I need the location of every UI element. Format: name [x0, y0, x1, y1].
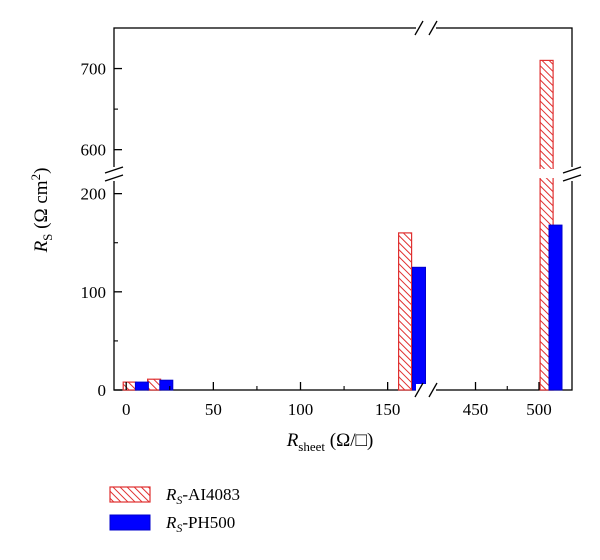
legend-1-symbol: R [165, 485, 177, 504]
bar-series-1-2 [398, 232, 413, 391]
x-title-unit: (Ω/□) [325, 430, 373, 451]
x-tick-label-4: 450 [463, 400, 489, 419]
y-title-superscript: 2 [28, 174, 43, 181]
y-break-right-slash-1 [562, 166, 582, 174]
x-break-bottom-slash-2 [428, 382, 438, 398]
y-title-symbol: R [31, 240, 52, 253]
y-axis-title: RS (Ω cm2) [28, 168, 55, 254]
x-axis-title: Rsheet (Ω/□) [286, 430, 374, 454]
y-break-left [104, 166, 124, 182]
legend: RS-AI4083 RS-PH500 [109, 485, 240, 535]
x-tick-label-1: 50 [205, 400, 222, 419]
x-break-bottom-slash-1 [414, 382, 424, 398]
x-tick-label-3: 150 [375, 400, 401, 419]
legend-2-symbol: R [165, 513, 177, 532]
bar-series-1-0 [122, 381, 137, 391]
y-tick-label-3: 600 [81, 141, 107, 160]
y-title-close: ) [31, 168, 52, 174]
y-tick-label-2: 200 [81, 185, 107, 204]
bars-layer [115, 59, 571, 391]
legend-2-suffix: -PH500 [182, 513, 235, 532]
plot-frame [113, 27, 573, 391]
y-break-right [562, 166, 582, 182]
x-tick-label-2: 100 [288, 400, 314, 419]
bar-series-1-1 [147, 378, 162, 391]
legend-1-subscript: S [176, 493, 182, 507]
x-title-symbol: R [286, 430, 299, 451]
x-tick-label-5: 500 [526, 400, 552, 419]
x-title-subscript: sheet [298, 439, 325, 454]
legend-1-suffix: -AI4083 [182, 485, 240, 504]
y-title-unit: (Ω cm [31, 180, 52, 233]
y-break-left-slash-2 [104, 174, 124, 182]
y-tick-label-4: 700 [81, 60, 107, 79]
legend-item-series-2: RS-PH500 [109, 513, 235, 535]
y-break-gap [115, 169, 571, 178]
legend-item-series-1: RS-AI4083 [109, 485, 240, 507]
bar-series-2-1 [159, 379, 174, 391]
bar-series-2-0 [134, 381, 149, 391]
plot-area [113, 27, 573, 391]
axes-layer: 0 100 200 600 700 0 50 100 150 450 500 [81, 20, 582, 419]
x-break-top-slash-2 [428, 20, 438, 36]
y-break-left-slash-1 [104, 166, 124, 174]
x-tick-label-0: 0 [122, 400, 131, 419]
x-break-top [414, 20, 438, 36]
legend-label-series-2: RS-PH500 [165, 513, 235, 535]
y-break-right-slash-2 [562, 174, 582, 182]
legend-swatch-solid [109, 514, 151, 531]
bar-series-2-3 [548, 224, 563, 391]
y-tick-label-0: 0 [98, 381, 107, 400]
y-tick-label-1: 100 [81, 283, 107, 302]
x-break-top-slash-1 [414, 20, 424, 36]
legend-2-subscript: S [176, 521, 182, 535]
bar-series-2-2 [412, 266, 426, 391]
y-title-subscript: S [40, 234, 55, 241]
legend-swatch-hatched [109, 486, 151, 503]
legend-label-series-1: RS-AI4083 [165, 485, 240, 507]
x-break-bottom [414, 382, 438, 398]
